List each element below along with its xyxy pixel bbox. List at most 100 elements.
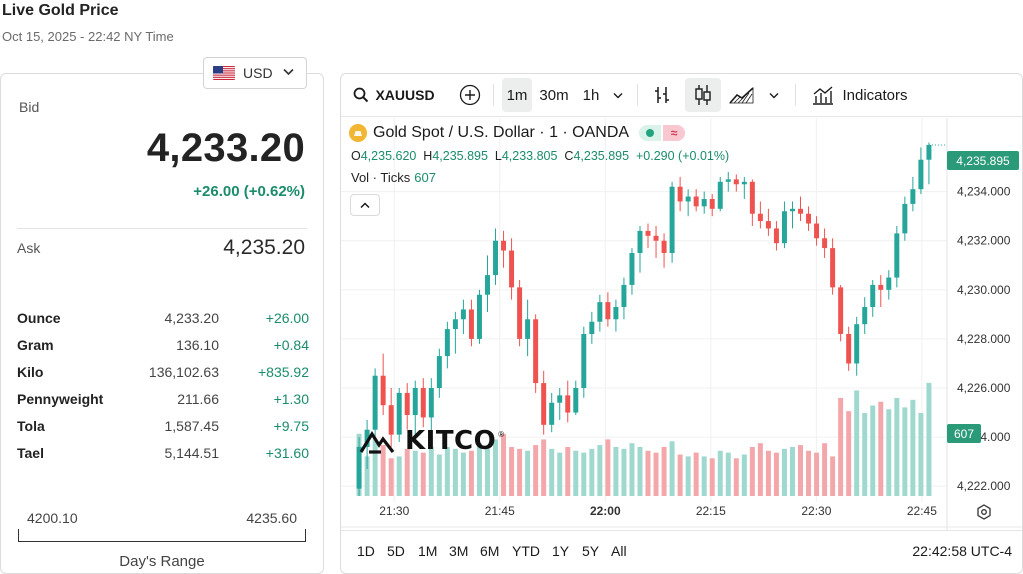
x-tick-label: 22:30 (801, 504, 831, 518)
candle-body (420, 388, 426, 418)
unit-price: 136.10 (176, 336, 219, 353)
indicators-label: Indicators (842, 86, 908, 104)
price-chart[interactable]: 4,234.000 4,232.000 4,230.000 4,228.000 4,22… (341, 74, 1023, 574)
kitco-mark-icon (359, 430, 395, 454)
delayed-data-icon: ≈ (663, 125, 686, 141)
candle-body (364, 429, 370, 447)
candle-body (789, 208, 795, 212)
unit-change: +31.60 (265, 444, 309, 461)
range-1m[interactable]: 1M (418, 543, 438, 559)
volume-bar (581, 452, 587, 496)
interval-30m[interactable]: 30m (539, 86, 569, 104)
unit-row-ounce: Ounce 4,233.20 +26.00 (17, 304, 309, 331)
x-tick-label: 21:30 (379, 504, 409, 518)
volume-bar (573, 450, 579, 496)
ask-price: 4,235.20 (223, 236, 305, 259)
range-1d[interactable]: 1D (357, 543, 375, 559)
us-flag-icon (213, 66, 235, 80)
candle-body (460, 309, 466, 320)
interval-dropdown[interactable] (609, 78, 627, 112)
unit-row-tola: Tola 1,587.45 +9.75 (17, 412, 309, 439)
candle-body (396, 392, 402, 435)
kitco-logo: KITCO ® (359, 426, 504, 456)
collapse-legend-button[interactable] (350, 194, 380, 216)
volume-bar (444, 446, 450, 496)
candle-body (661, 240, 667, 253)
range-3m[interactable]: 3M (449, 543, 469, 559)
volume-bar (525, 450, 531, 496)
interval-1h[interactable]: 1h (582, 86, 600, 104)
volume-bar (878, 401, 884, 496)
chevron-down-icon (283, 68, 294, 76)
volume-bar (388, 458, 394, 496)
indicators-icon (813, 86, 834, 105)
area-style-button[interactable] (727, 78, 757, 112)
candle-body (798, 208, 803, 214)
x-tick-label: 22:45 (907, 504, 937, 518)
market-status-pill[interactable]: ≈ (639, 125, 686, 141)
volume-bar (420, 452, 426, 496)
chevron-down-icon (769, 92, 779, 98)
range-all[interactable]: All (611, 543, 627, 559)
high-value: 4,235.895 (432, 149, 488, 163)
bar-style-button[interactable] (647, 78, 677, 112)
range-6m[interactable]: 6M (480, 543, 500, 559)
chart-style-dropdown[interactable] (765, 78, 783, 112)
last-price-tag: 4,235.895 (947, 151, 1019, 170)
volume-bar (854, 390, 860, 496)
symbol-search[interactable]: XAUUSD (349, 78, 439, 112)
candle-body (725, 179, 731, 182)
chart-legend-title: Gold Spot / U.S. Dollar · 1 · OANDA ≈ (349, 124, 686, 142)
high-label: H (423, 149, 433, 163)
volume-bar (838, 397, 844, 496)
volume-bar (541, 439, 547, 496)
volume-bar (549, 448, 555, 496)
volume-bar (412, 450, 418, 496)
unit-row-kilo: Kilo 136,102.63 +835.92 (17, 358, 309, 385)
range-1y[interactable]: 1Y (552, 543, 570, 559)
candle-body (701, 199, 707, 207)
candle-body (637, 230, 643, 253)
candle-body (613, 307, 619, 320)
candle-body (653, 235, 659, 241)
y-tick-label: 4,228.000 (957, 332, 1011, 346)
candle-body (541, 383, 547, 425)
unit-name: Kilo (17, 363, 44, 380)
candle-body (557, 395, 563, 403)
volume-bar (653, 452, 659, 496)
compare-symbol-button[interactable] (455, 78, 485, 112)
currency-select[interactable]: USD (203, 57, 307, 89)
bid-change: +26.00 (+0.62%) (193, 183, 305, 200)
volume-bar (717, 450, 723, 496)
volume-bar (485, 448, 490, 496)
volume-bar (806, 450, 812, 496)
candle-body (765, 221, 771, 229)
candle-body (404, 392, 410, 415)
unit-price-table: Ounce 4,233.20 +26.00 Gram 136.10 +0.84 … (17, 304, 309, 466)
candle-body (902, 203, 908, 234)
candle-body (621, 284, 627, 307)
low-value: 4,233.805 (501, 149, 558, 163)
volume-bar (645, 450, 651, 496)
volume-bar (436, 454, 442, 496)
candle-body (581, 334, 587, 388)
gear-outline (977, 504, 991, 520)
interval-1m[interactable]: 1m (502, 78, 532, 112)
x-tick-label: 21:45 (485, 504, 515, 518)
unit-name: Gram (17, 336, 54, 353)
range-5d[interactable]: 5D (387, 543, 405, 559)
candle-body (733, 179, 739, 185)
candle-body (910, 189, 916, 204)
open-value: 4,235.620 (360, 149, 417, 163)
range-ytd[interactable]: YTD (512, 543, 540, 559)
settings-gear-icon[interactable] (977, 504, 991, 520)
candle-body (822, 238, 828, 249)
range-5y[interactable]: 5Y (582, 543, 600, 559)
candle-body (356, 446, 362, 489)
open-label: O (351, 149, 361, 163)
candle-body (428, 388, 434, 418)
indicators-button[interactable]: Indicators (807, 78, 913, 112)
volume-bar (493, 439, 499, 496)
candles-style-button[interactable] (685, 78, 721, 112)
candle-body (677, 186, 683, 202)
